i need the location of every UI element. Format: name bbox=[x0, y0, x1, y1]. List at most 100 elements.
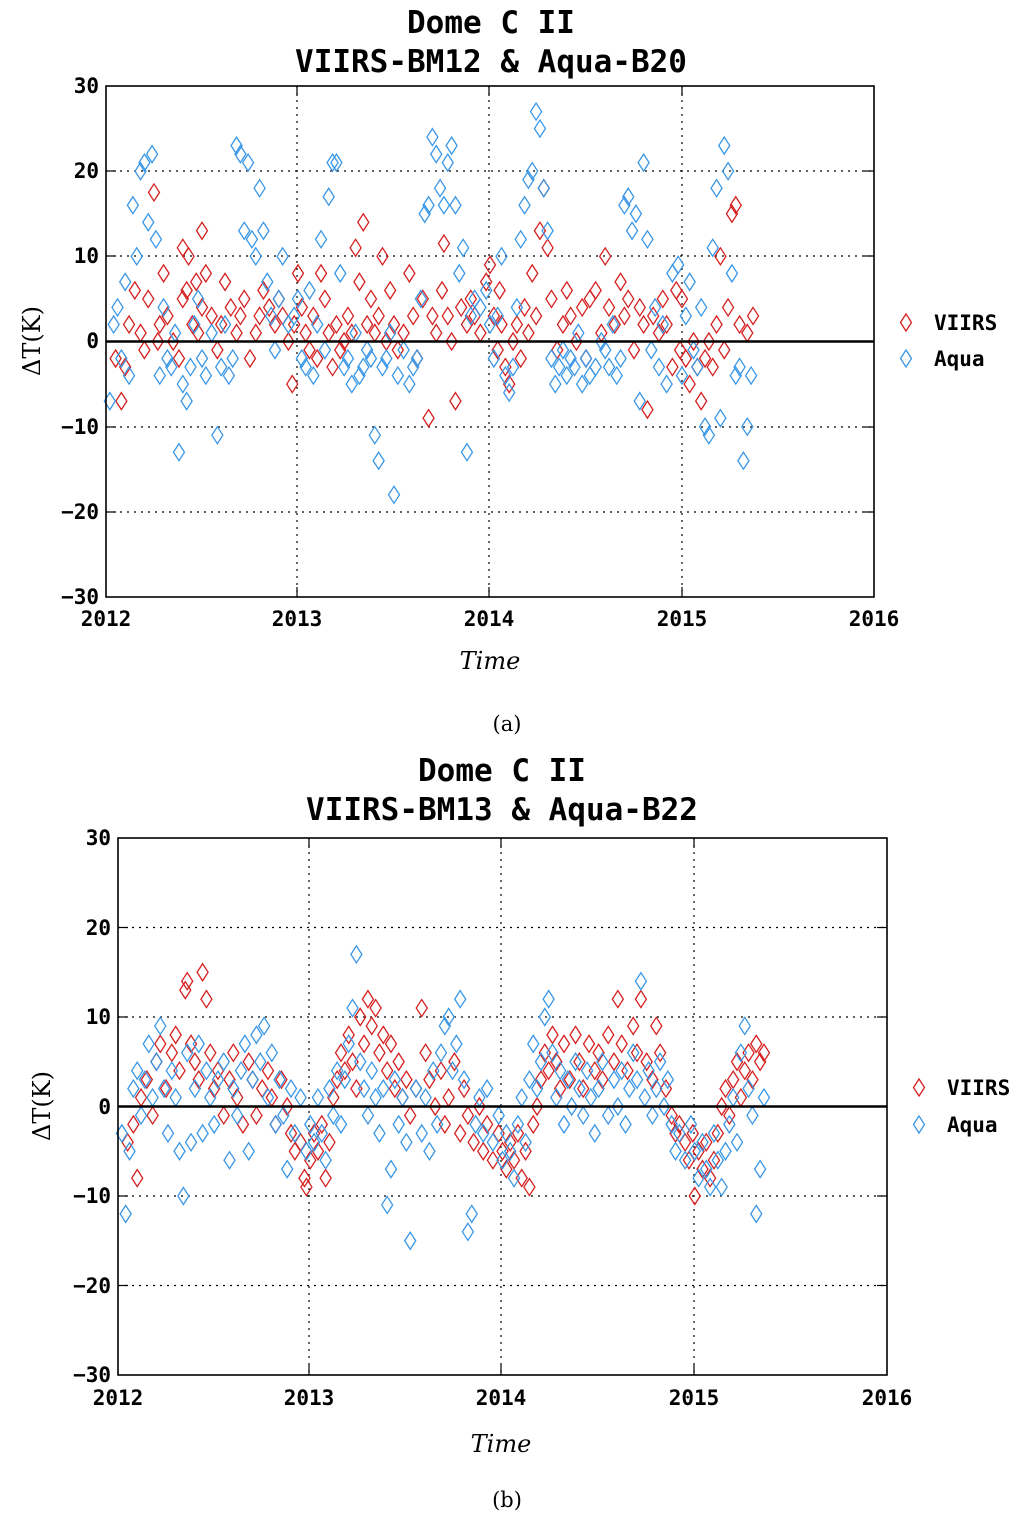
chart-b-viirs-point bbox=[298, 1168, 311, 1188]
chart-a-ytick: 10 bbox=[74, 244, 99, 268]
chart-a-aqua-point bbox=[138, 152, 151, 173]
chart-b-viirs-point bbox=[630, 1043, 644, 1063]
chart-b-aqua-point bbox=[442, 1007, 455, 1027]
chart-b-aqua-point bbox=[353, 1052, 367, 1072]
chart-a-viirs-point bbox=[589, 280, 602, 301]
chart-b-aqua-point bbox=[200, 1061, 213, 1081]
chart-b-viirs-point bbox=[180, 971, 194, 991]
chart-b-aqua-point bbox=[569, 1052, 582, 1072]
chart-a-aqua-point bbox=[397, 340, 410, 360]
chart-a-aqua-point bbox=[671, 255, 685, 275]
chart-b-aqua-point bbox=[503, 1141, 517, 1161]
chart-b-legend-viirs-label: VIIRS bbox=[947, 1076, 1010, 1100]
chart-b-aqua-point bbox=[553, 1061, 567, 1081]
chart-a-viirs-point bbox=[333, 340, 347, 360]
chart-b-viirs-point bbox=[200, 989, 213, 1009]
chart-b-viirs-point bbox=[621, 1061, 634, 1081]
chart-b-aqua-point bbox=[277, 1105, 290, 1126]
chart-b-aqua-point bbox=[323, 1078, 336, 1099]
chart-b-aqua-point bbox=[588, 1123, 602, 1144]
chart-a-marks bbox=[103, 101, 760, 505]
chart-a-viirs-point bbox=[522, 323, 535, 343]
chart-b-viirs-point bbox=[703, 1168, 717, 1188]
chart-b-aqua-point bbox=[242, 1141, 256, 1161]
chart-a-viirs-point bbox=[422, 408, 435, 428]
chart-b-viirs-point bbox=[373, 1043, 386, 1063]
chart-b-aqua-point bbox=[561, 1069, 575, 1090]
chart-a-viirs-point bbox=[729, 195, 743, 215]
chart-a-viirs-point bbox=[406, 306, 420, 326]
chart-b-aqua-point bbox=[350, 944, 363, 965]
chart-b-viirs-point bbox=[688, 1186, 702, 1206]
chart-b-aqua-point bbox=[734, 1043, 748, 1063]
chart-a-viirs-point bbox=[698, 348, 712, 369]
chart-b-aqua-point bbox=[703, 1177, 717, 1197]
chart-a-aqua-point bbox=[230, 135, 243, 156]
chart-b-viirs-point bbox=[280, 1096, 294, 1117]
chart-a-viirs-point bbox=[491, 340, 504, 360]
chart-a-viirs-point bbox=[673, 340, 687, 360]
chart-b-xtick: 2015 bbox=[669, 1386, 720, 1410]
chart-b-aqua-point bbox=[573, 1078, 586, 1099]
chart-a-viirs-point bbox=[579, 348, 593, 369]
chart-a-aqua-point bbox=[161, 348, 174, 369]
chart-b-aqua-point bbox=[380, 1195, 394, 1215]
chart-a-aqua-point bbox=[406, 357, 420, 377]
chart-b-aqua-point bbox=[650, 1078, 663, 1099]
chart-b-aqua-point bbox=[461, 1222, 475, 1242]
chart-b-aqua-point bbox=[150, 1052, 163, 1072]
chart-b-aqua-point bbox=[523, 1069, 536, 1090]
chart-a-grid bbox=[106, 86, 874, 597]
chart-a-viirs-point bbox=[303, 340, 316, 360]
chart-b-viirs-point bbox=[377, 1025, 390, 1045]
chart-b-aqua-point bbox=[261, 1087, 275, 1108]
chart-a-aqua-point bbox=[479, 280, 493, 301]
chart-a-aqua-point bbox=[333, 263, 347, 284]
chart-b-viirs-point bbox=[500, 1159, 513, 1179]
chart-a-viirs-point bbox=[214, 314, 228, 335]
chart-b-aqua-point bbox=[284, 1078, 298, 1099]
chart-b-viirs-point bbox=[569, 1025, 582, 1045]
chart-a-viirs-point bbox=[435, 280, 449, 301]
chart-a-ytick: 30 bbox=[74, 74, 99, 98]
chart-b-aqua-point bbox=[409, 1078, 423, 1099]
chart-a-aqua-point bbox=[422, 195, 435, 215]
chart-b-aqua-point bbox=[177, 1186, 190, 1206]
chart-b-aqua-point bbox=[253, 1052, 267, 1072]
chart-b-aqua-point bbox=[250, 1025, 263, 1045]
chart-b-aqua-point bbox=[657, 1096, 671, 1117]
chart-b-viirs-point bbox=[557, 1034, 571, 1054]
chart-b-aqua-point bbox=[669, 1141, 682, 1161]
chart-a-aqua-point bbox=[211, 425, 224, 445]
chart-a-aqua-point bbox=[418, 204, 431, 224]
chart-a-aqua-point bbox=[330, 152, 343, 173]
chart-b-aqua-point bbox=[265, 1043, 279, 1063]
chart-a-viirs-point bbox=[257, 280, 270, 301]
chart-b-viirs-point bbox=[582, 1034, 596, 1054]
chart-b-aqua-point bbox=[601, 1105, 615, 1126]
chart-b-aqua-point bbox=[119, 1204, 132, 1224]
chart-b-viirs-point bbox=[530, 1096, 544, 1117]
chart-b-aqua-point bbox=[346, 998, 359, 1018]
chart-b-aqua-point bbox=[707, 1123, 721, 1144]
chart-b-viirs-point bbox=[553, 1078, 567, 1099]
chart-a-aqua-point bbox=[272, 289, 286, 309]
chart-a-viirs-point bbox=[134, 323, 147, 343]
chart-a-aqua-point bbox=[268, 340, 282, 360]
chart-a-xticks: 2012 2013 2014 2015 2016 bbox=[81, 607, 900, 631]
chart-b-viirs-point bbox=[246, 1069, 259, 1090]
chart-b-viirs-point bbox=[223, 1069, 236, 1090]
chart-a-viirs-point bbox=[525, 263, 539, 284]
chart-b-viirs-point bbox=[492, 1123, 505, 1144]
chart-a-xlabel: Time bbox=[460, 647, 521, 675]
chart-b-legend-viirs-marker bbox=[912, 1077, 926, 1098]
chart-a-legend: VIIRS Aqua bbox=[899, 311, 997, 371]
chart-a-aqua-point bbox=[165, 357, 178, 377]
chart-a-viirs-point bbox=[376, 246, 389, 267]
chart-a-viirs-point bbox=[714, 246, 727, 267]
chart-a-viirs-point bbox=[195, 297, 209, 318]
chart-a-aqua-point bbox=[568, 357, 581, 377]
chart-a-viirs-point bbox=[725, 204, 739, 224]
chart-a-viirs-point bbox=[575, 297, 589, 318]
chart-a-aqua-point bbox=[364, 348, 378, 369]
